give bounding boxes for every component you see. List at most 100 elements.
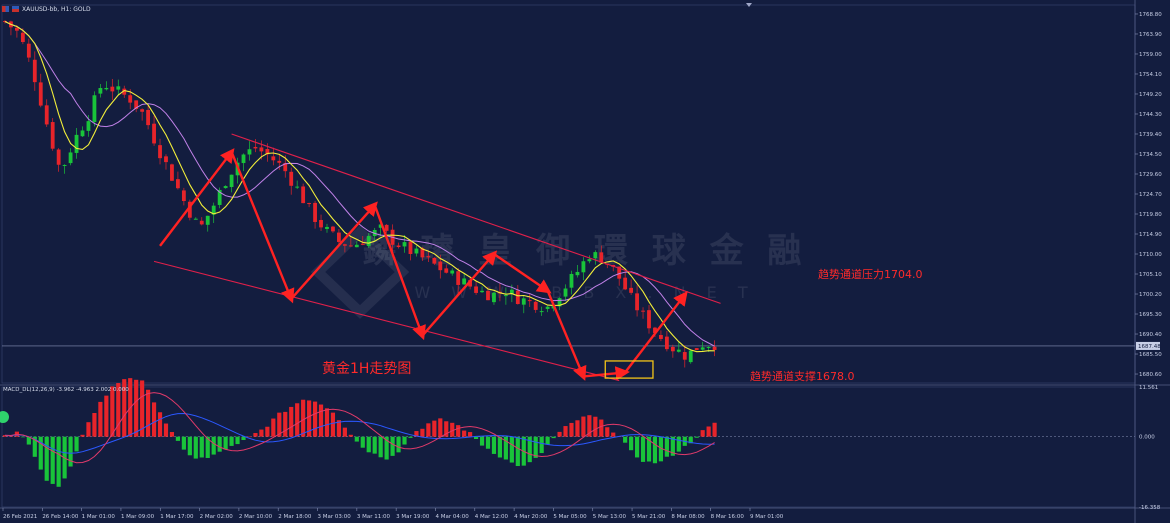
candle-body: [134, 100, 139, 109]
macd-bar: [163, 423, 169, 437]
macd-bar: [336, 420, 342, 437]
trend-arrow: [373, 204, 426, 341]
macd-bar: [646, 436, 652, 462]
candle-body: [265, 149, 270, 155]
macd-bar: [140, 380, 145, 437]
scroll-marker-icon: [746, 3, 752, 7]
y-tick-label: 1744.30: [1139, 112, 1162, 118]
macd-bar: [485, 436, 491, 449]
macd-bar: [104, 395, 109, 437]
candle-body: [712, 346, 717, 350]
macd-main-line: [4, 392, 715, 464]
macd-bar: [640, 436, 646, 462]
macd-bar: [426, 423, 431, 437]
macd-bar: [575, 420, 580, 437]
macd-bar: [372, 436, 377, 454]
candle-body: [694, 348, 699, 350]
candle-body: [408, 241, 413, 255]
candle-body: [146, 109, 151, 126]
macd-bar: [229, 436, 234, 446]
candle-body: [205, 215, 210, 225]
macd-bar: [223, 436, 228, 450]
candle-body: [181, 190, 186, 202]
macd-bar: [450, 422, 455, 437]
x-tick-label: 4 Mar 12:00: [475, 514, 509, 520]
candle-body: [187, 201, 192, 218]
candle-body: [32, 59, 37, 83]
candle-body: [241, 154, 246, 164]
macd-bar: [545, 436, 550, 445]
macd-bar: [593, 416, 598, 437]
x-tick-label: 5 Mar 13:00: [593, 514, 627, 520]
y-tick-label: 1690.40: [1139, 332, 1162, 338]
candle-body: [247, 149, 252, 155]
candle-body: [277, 160, 282, 163]
annotations: 黄金1H走势图 趋势通道压力1704.0 趋势通道支撑1678.0: [153, 133, 923, 383]
macd-bar: [503, 436, 508, 460]
macd-bar: [217, 436, 222, 452]
candle-body: [492, 292, 496, 303]
macd-bar: [444, 421, 449, 437]
candle-body: [217, 189, 222, 205]
macd-bar: [157, 412, 163, 437]
candle-body: [396, 245, 401, 248]
candle-body: [557, 298, 562, 307]
macd-bar: [670, 436, 675, 456]
macd-bar: [110, 386, 115, 437]
macd-bar: [241, 436, 246, 441]
x-tick-label: 4 Mar 20:00: [514, 514, 548, 520]
candle-body: [104, 87, 109, 90]
price-frame: [1, 4, 1136, 384]
y-tick-label: 1768.80: [1139, 12, 1162, 18]
macd-bar: [98, 401, 103, 437]
candle-body: [128, 95, 133, 103]
macd-bar: [235, 436, 240, 445]
candle-body: [384, 224, 389, 231]
candle-body: [480, 290, 484, 293]
x-tick-label: 5 Mar 21:00: [632, 514, 666, 520]
candle-body: [20, 32, 25, 43]
macd-tick-label: 11.561: [1139, 385, 1158, 391]
x-tick-label: 3 Mar 11:00: [357, 514, 391, 520]
macd-bar: [539, 436, 544, 454]
macd-bar: [366, 436, 371, 453]
y-tick-label: 1734.50: [1139, 152, 1162, 158]
macd-bar: [2, 435, 8, 437]
x-tick-label: 8 Mar 16:00: [711, 514, 745, 520]
channel-lower-line: [153, 260, 620, 382]
x-tick-label: 5 Mar 05:00: [553, 514, 587, 520]
macd-bar: [193, 436, 198, 459]
x-tick-label: 2 Mar 02:00: [200, 514, 234, 520]
candle-body: [74, 134, 79, 153]
current-price-badge: [1136, 341, 1160, 350]
y-tick-label: 1710.00: [1139, 252, 1162, 258]
candle-body: [152, 123, 156, 144]
candle-body: [325, 226, 329, 229]
candle-body: [331, 226, 335, 232]
candle-body: [116, 86, 121, 90]
macd-bar: [527, 436, 532, 463]
macd-bar: [122, 379, 127, 437]
y-tick-label: 1685.50: [1139, 352, 1162, 358]
candle-body: [515, 290, 520, 305]
candle-body: [110, 86, 115, 92]
candle-body: [176, 179, 180, 189]
macd-bar: [38, 436, 43, 470]
candle-body: [533, 301, 538, 310]
candle-body: [664, 336, 669, 350]
candle-body: [26, 43, 31, 58]
candle-body: [414, 248, 419, 254]
macd-bar: [569, 422, 574, 437]
candle-body: [426, 256, 431, 258]
macd-bar: [676, 436, 681, 452]
macd-bar: [312, 401, 318, 437]
candle-body: [617, 266, 622, 279]
candle-body: [259, 147, 264, 152]
y-tick-label: 1724.70: [1139, 192, 1162, 198]
macd-bar: [694, 436, 699, 438]
candle-body: [575, 271, 580, 276]
candle-body: [641, 310, 645, 312]
candle-body: [599, 252, 604, 263]
